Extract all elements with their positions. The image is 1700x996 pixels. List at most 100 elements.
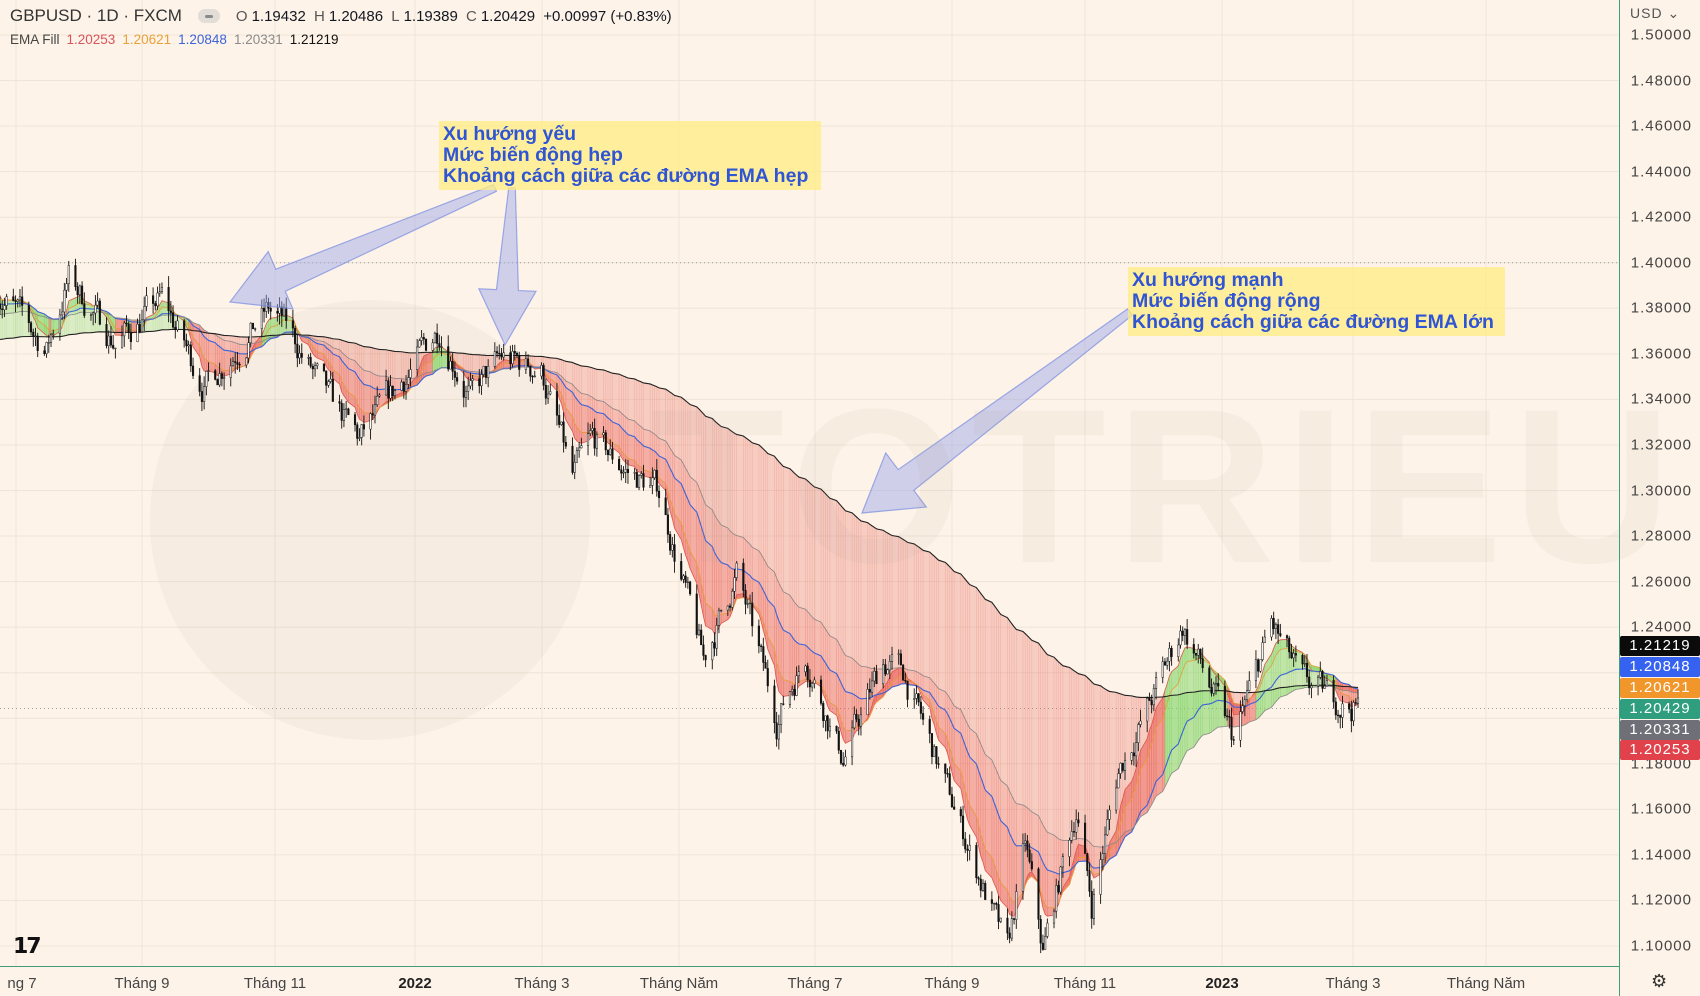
candle bbox=[338, 394, 341, 412]
candle bbox=[393, 388, 397, 400]
price-label: 1.14000 bbox=[1630, 846, 1692, 864]
candle-body bbox=[1041, 942, 1044, 950]
candle bbox=[58, 308, 61, 341]
candle bbox=[12, 288, 15, 302]
candle bbox=[1290, 643, 1293, 659]
time-label: Tháng 11 bbox=[1053, 975, 1117, 992]
candle-body bbox=[906, 680, 909, 700]
candle-body bbox=[859, 714, 863, 727]
candle-body bbox=[1137, 724, 1140, 744]
candle-body bbox=[1052, 910, 1056, 924]
candle-body bbox=[1084, 822, 1087, 854]
time-axis[interactable]: ng 7 Tháng 9 Tháng 11 2022 Tháng 3 Tháng Năm T… bbox=[0, 966, 1619, 996]
candle bbox=[307, 354, 310, 366]
price-axis[interactable]: USD ⌄ 1.50000 1.48000 1.46000 1.44000 1.4200… bbox=[1619, 0, 1700, 996]
low-value: 1.19389 bbox=[403, 7, 458, 25]
candle bbox=[405, 375, 408, 400]
candle-body bbox=[591, 428, 594, 431]
candle bbox=[294, 325, 297, 354]
candle bbox=[578, 442, 581, 458]
candle-body bbox=[360, 424, 363, 438]
candle bbox=[218, 362, 221, 388]
candle-body bbox=[502, 352, 505, 358]
collapse-legend-button[interactable] bbox=[197, 9, 220, 23]
candle bbox=[1248, 671, 1251, 692]
candle-body bbox=[1246, 690, 1249, 701]
candle bbox=[1334, 697, 1337, 720]
candle-body bbox=[682, 575, 685, 580]
candle-body bbox=[345, 408, 348, 410]
candle-body bbox=[1059, 866, 1062, 893]
candle-body bbox=[1086, 853, 1089, 871]
candle-body bbox=[493, 351, 496, 367]
candle bbox=[1039, 915, 1042, 954]
price-label: 1.42000 bbox=[1630, 208, 1692, 226]
candle-body bbox=[511, 351, 514, 365]
candle-body bbox=[342, 409, 345, 421]
candle bbox=[327, 379, 330, 388]
candle-body bbox=[329, 378, 332, 382]
candle-body bbox=[1257, 659, 1260, 672]
close-value: 1.20429 bbox=[480, 7, 536, 25]
candle-body bbox=[717, 610, 720, 626]
candle-body bbox=[1092, 894, 1096, 919]
candle bbox=[1308, 669, 1311, 695]
time-label: Tháng 3 bbox=[1325, 975, 1381, 992]
candle-body bbox=[793, 689, 796, 696]
candle bbox=[1339, 714, 1342, 729]
candle-body bbox=[782, 703, 785, 705]
indicator-legend[interactable]: EMA Fill 1.20253 1.20621 1.20848 1.20331… bbox=[10, 32, 339, 47]
candle-body bbox=[371, 413, 374, 416]
candle bbox=[105, 317, 108, 349]
indicator-name[interactable]: EMA Fill bbox=[10, 32, 60, 47]
candle bbox=[360, 423, 363, 446]
candle bbox=[3, 297, 6, 318]
candle bbox=[98, 298, 101, 326]
candle-body bbox=[76, 286, 79, 296]
candle bbox=[993, 902, 996, 911]
candle bbox=[875, 664, 878, 685]
candle-body bbox=[593, 428, 596, 449]
candle bbox=[555, 383, 559, 426]
candle-body bbox=[1350, 708, 1353, 722]
candle-body bbox=[728, 605, 732, 608]
candle bbox=[602, 426, 605, 442]
candle-body bbox=[777, 724, 780, 740]
candle-body bbox=[223, 377, 226, 379]
candle-body bbox=[780, 703, 783, 725]
tradingview-logo[interactable]: 𝟭𝟳 bbox=[13, 933, 42, 958]
candle-body bbox=[98, 300, 101, 325]
candle bbox=[1010, 911, 1013, 942]
candle bbox=[682, 574, 685, 584]
candle-body bbox=[307, 357, 310, 359]
candle-body bbox=[1123, 760, 1127, 771]
candle bbox=[886, 668, 889, 675]
candle-body bbox=[1199, 648, 1202, 659]
candle bbox=[575, 447, 578, 463]
candle bbox=[618, 455, 621, 471]
candle bbox=[1210, 678, 1213, 697]
candle bbox=[915, 685, 918, 705]
candle bbox=[1092, 888, 1096, 926]
candle-body bbox=[1030, 861, 1033, 870]
symbol-title[interactable]: GBPUSD · 1D · FXCM bbox=[10, 6, 182, 25]
candle bbox=[564, 436, 567, 449]
candle bbox=[649, 476, 652, 488]
candle bbox=[1168, 642, 1171, 672]
price-chart[interactable] bbox=[0, 0, 1619, 966]
candle-body bbox=[1274, 624, 1277, 630]
candle bbox=[819, 675, 823, 706]
currency-selector[interactable]: USD ⌄ bbox=[1630, 5, 1680, 22]
candle-body bbox=[1006, 917, 1009, 934]
candle bbox=[49, 332, 53, 347]
candle bbox=[247, 336, 250, 364]
candle bbox=[593, 418, 596, 456]
candle bbox=[984, 880, 987, 901]
candle bbox=[859, 707, 863, 736]
settings-gear-icon[interactable]: ⚙ bbox=[1651, 971, 1668, 991]
candle-body bbox=[795, 675, 798, 696]
candle bbox=[67, 260, 70, 292]
ohlc-values: O 1.19432 H 1.20486 L 1.19389 C 1.20429 +0.0… bbox=[236, 8, 676, 25]
watermark-logo bbox=[150, 300, 590, 740]
candle-body bbox=[655, 469, 658, 492]
